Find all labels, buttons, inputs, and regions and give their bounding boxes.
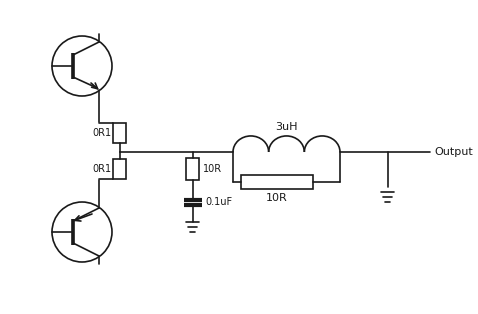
Text: 10R: 10R bbox=[266, 193, 288, 203]
Text: Output: Output bbox=[434, 147, 473, 157]
Text: 10R: 10R bbox=[203, 164, 222, 174]
Text: 3uH: 3uH bbox=[275, 122, 298, 132]
Bar bbox=[241, 175, 313, 189]
Text: 0R1: 0R1 bbox=[92, 128, 111, 138]
Text: 0R1: 0R1 bbox=[92, 164, 111, 174]
Bar bbox=[113, 123, 127, 143]
Bar bbox=[186, 158, 199, 180]
Bar bbox=[113, 159, 127, 179]
Text: 0.1uF: 0.1uF bbox=[205, 197, 232, 207]
